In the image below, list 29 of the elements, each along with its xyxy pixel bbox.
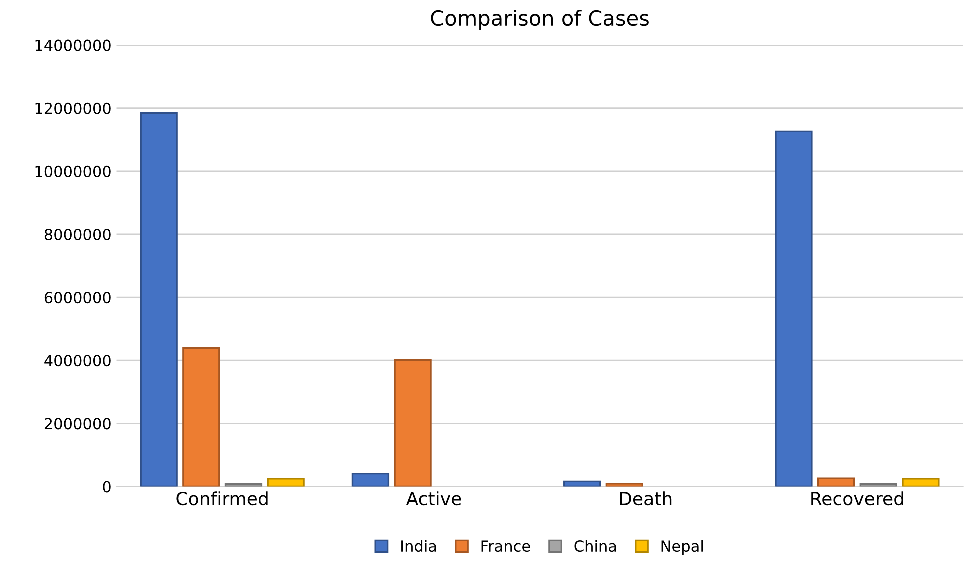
bar <box>775 130 813 487</box>
bar <box>817 478 856 487</box>
bar <box>182 347 220 487</box>
y-tick-label: 8000000 <box>44 228 111 241</box>
bar <box>394 359 432 487</box>
bar <box>860 483 898 487</box>
legend-label: France <box>482 540 530 552</box>
bar <box>267 478 305 487</box>
bar <box>352 472 390 487</box>
y-tick-label: 2000000 <box>44 418 111 430</box>
y-tick-label: 6000000 <box>44 292 111 304</box>
legend-label: China <box>574 540 616 552</box>
bar <box>564 480 602 487</box>
y-tick-label: 0 <box>103 481 111 493</box>
y-tick-label: 12000000 <box>36 102 111 114</box>
chart-title: Comparison of Cases <box>431 10 649 30</box>
bar <box>606 483 644 487</box>
legend-label: Nepal <box>662 540 704 556</box>
x-tick-label: Active <box>406 492 462 506</box>
x-tick-label: Death <box>620 492 672 506</box>
x-tick-label: Confirmed <box>176 492 268 506</box>
y-tick-label: 4000000 <box>44 355 111 367</box>
x-tick-label: Recovered <box>812 492 904 506</box>
bar <box>140 112 178 487</box>
y-tick-label: 10000000 <box>36 166 111 178</box>
legend-label: India <box>402 540 436 552</box>
y-tick-label: 14000000 <box>36 40 111 52</box>
bar <box>902 478 940 487</box>
bar <box>224 483 263 487</box>
